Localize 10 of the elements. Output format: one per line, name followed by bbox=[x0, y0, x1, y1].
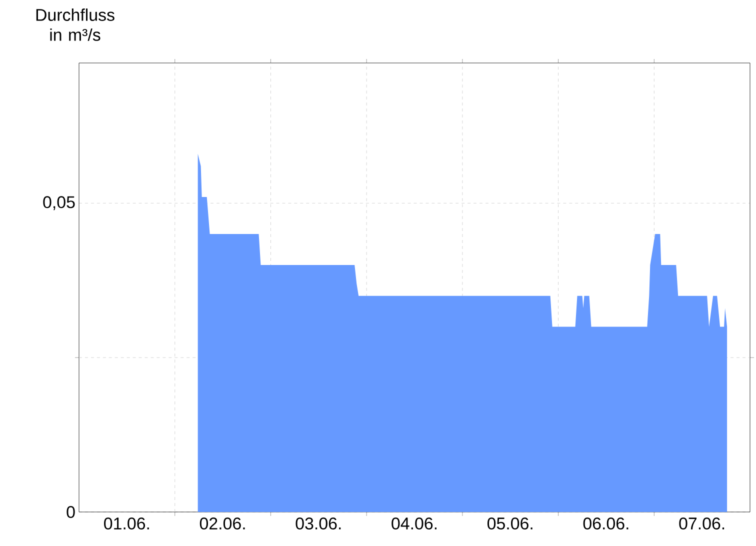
x-tick-label: 01.06. bbox=[104, 518, 149, 530]
x-tick-label: 04.06. bbox=[392, 518, 436, 530]
y-axis-title: Durchfluss in m³/s bbox=[36, 8, 114, 41]
x-tick-label: 03.06. bbox=[296, 518, 341, 530]
x-tick-label: 07.06. bbox=[679, 518, 724, 530]
x-tick-label: 06.06. bbox=[583, 518, 628, 530]
y-tick-label: 0,05 bbox=[43, 196, 75, 210]
x-tick-label: 02.06. bbox=[200, 518, 245, 530]
x-tick-label: 05.06. bbox=[487, 518, 532, 530]
y-tick-label: 0 bbox=[66, 506, 75, 518]
